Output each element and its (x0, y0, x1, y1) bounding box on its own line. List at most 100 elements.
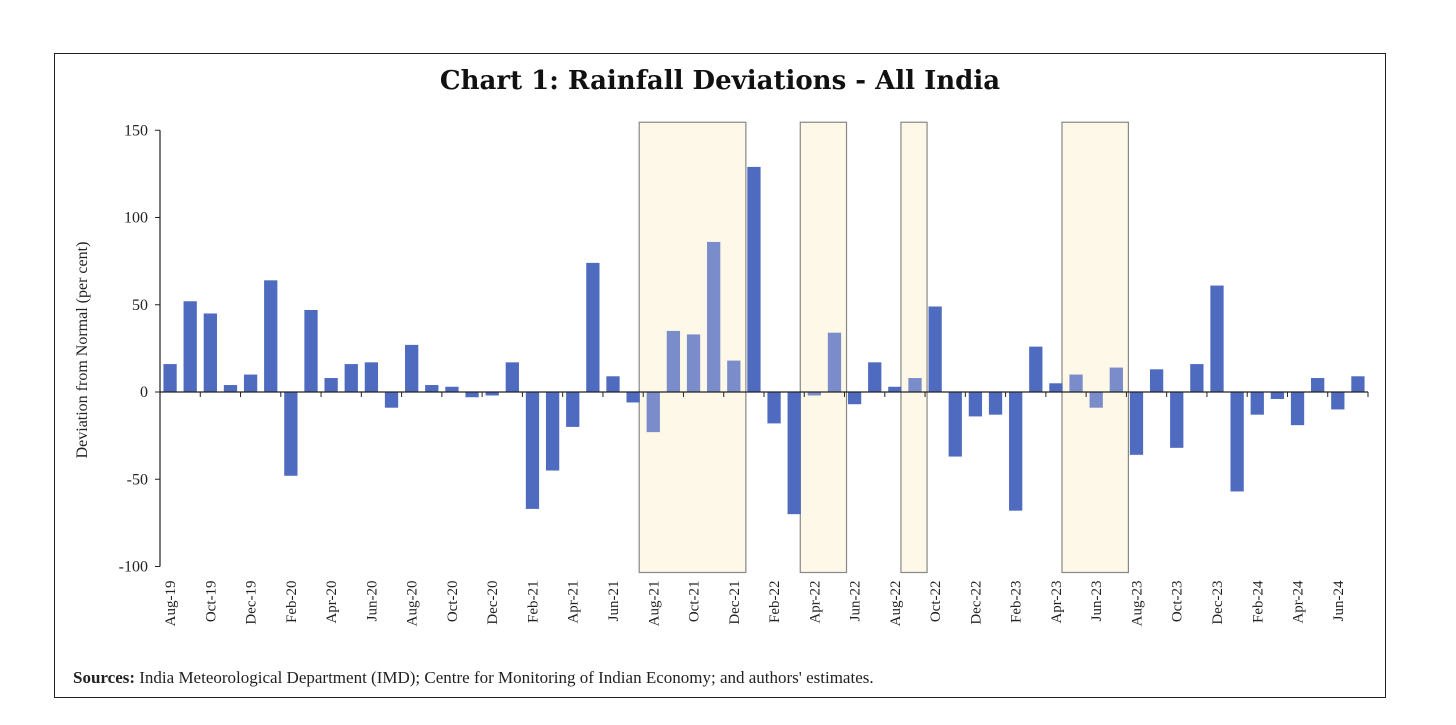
bar-Dec-19 (243, 374, 258, 392)
axes (155, 129, 1369, 567)
bar-Sep-22 (908, 378, 922, 392)
bar-Jun-23 (1089, 392, 1103, 408)
y-tick-label--100: -100 (119, 559, 148, 576)
y-tick-label--50: -50 (127, 471, 148, 488)
bar-Jul-23 (1109, 367, 1123, 392)
highlight-regions (638, 121, 1130, 574)
bar-Apr-20 (324, 378, 338, 392)
bar-Feb-24 (1250, 392, 1264, 415)
bar-Nov-19 (223, 385, 238, 392)
x-tick-label-Apr-20: Apr-20 (324, 581, 340, 624)
source-text: India Meteorological Department (IMD); C… (135, 668, 874, 687)
bar-Oct-21 (686, 334, 701, 392)
bar-Jul-24 (1351, 376, 1365, 392)
source-label: Sources: (73, 668, 136, 687)
x-tick-label-Aug-20: Aug-20 (405, 581, 421, 627)
bar-May-24 (1311, 378, 1325, 392)
bar-Jan-23 (988, 392, 1003, 415)
bar-Oct-23 (1170, 392, 1184, 448)
x-tick-label-Dec-23: Dec-23 (1210, 581, 1226, 625)
x-tick-label-Aug-21: Aug-21 (646, 581, 662, 627)
x-tick-label-Oct-19: Oct-19 (203, 581, 219, 623)
x-tick-label-Feb-22: Feb-22 (767, 581, 783, 624)
bar-Oct-19 (203, 313, 217, 392)
x-tick-label-Dec-20: Dec-20 (485, 581, 501, 625)
bar-Aug-19 (163, 364, 177, 392)
x-tick-label-Aug-22: Aug-22 (888, 581, 904, 627)
bar-Mar-22 (787, 392, 801, 515)
x-tick-label-Dec-21: Dec-21 (727, 581, 743, 625)
bar-May-22 (827, 332, 842, 392)
x-tick-label-Feb-21: Feb-21 (525, 581, 541, 624)
x-tick-label-Dec-19: Dec-19 (244, 581, 260, 625)
bar-Sep-21 (666, 330, 681, 392)
bar-Nov-20 (465, 392, 479, 398)
bar-Sep-23 (1149, 369, 1164, 392)
bar-Dec-22 (968, 392, 983, 417)
bar-Apr-23 (1049, 383, 1063, 392)
bar-Sep-20 (425, 385, 439, 392)
x-tick-label-Oct-23: Oct-23 (1170, 581, 1186, 623)
x-tick-label-Apr-21: Apr-21 (566, 581, 582, 624)
bar-Aug-23 (1129, 392, 1144, 455)
bar-Nov-21 (707, 241, 721, 392)
y-axis-title: Deviation from Normal (per cent) (74, 242, 91, 459)
bar-Nov-23 (1190, 364, 1204, 392)
bar-Jul-20 (384, 392, 399, 408)
y-tick-label-150: 150 (124, 122, 148, 139)
x-tick-label-Apr-24: Apr-24 (1291, 580, 1307, 624)
x-tick-label-Feb-24: Feb-24 (1250, 580, 1266, 623)
x-tick-label-Feb-20: Feb-20 (284, 581, 300, 624)
bar-May-20 (344, 364, 358, 392)
x-tick-label-Jun-20: Jun-20 (364, 581, 380, 622)
y-tick-label-0: 0 (140, 384, 148, 401)
bar-Mar-20 (304, 309, 318, 392)
x-tick-label-Jun-24: Jun-24 (1331, 580, 1347, 621)
highlight-region-3 (900, 121, 928, 574)
bar-Aug-20 (405, 344, 419, 392)
bar-Feb-23 (1009, 392, 1023, 511)
x-tick-label-Apr-23: Apr-23 (1049, 581, 1065, 624)
bar-Jan-22 (747, 166, 761, 392)
source-note: Sources: India Meteorological Department… (73, 668, 874, 688)
bar-Jun-21 (606, 376, 620, 392)
highlight-region-4 (1061, 121, 1130, 574)
bar-Jun-20 (364, 362, 379, 392)
bar-Jan-21 (505, 362, 519, 392)
bar-Sep-19 (183, 301, 197, 392)
x-tick-label-Jun-23: Jun-23 (1089, 581, 1105, 622)
x-tick-label-Jun-21: Jun-21 (606, 581, 622, 622)
bar-Dec-20 (485, 392, 499, 396)
x-tick-label-Oct-20: Oct-20 (445, 581, 461, 623)
bar-Jan-24 (1230, 392, 1244, 492)
y-tick-label-50: 50 (132, 297, 148, 314)
bar-Mar-24 (1270, 392, 1285, 399)
bar-Dec-23 (1210, 285, 1224, 392)
x-tick-label-Jun-22: Jun-22 (848, 581, 864, 622)
bar-Jul-22 (868, 362, 882, 392)
y-tick-label-100: 100 (124, 210, 148, 227)
bar-Mar-21 (545, 392, 560, 471)
x-tick-labels: Aug-19 Oct-19 Dec-19 Feb-20 Apr-20 Jun-20 Aug-… (163, 580, 1347, 626)
x-tick-label-Oct-21: Oct-21 (687, 581, 703, 623)
bar-Dec-21 (727, 360, 741, 392)
x-tick-label-Feb-23: Feb-23 (1009, 581, 1025, 624)
bar-Nov-22 (948, 392, 962, 457)
bar-May-21 (586, 262, 600, 392)
bar-Jul-21 (626, 392, 640, 403)
bar-Jun-24 (1331, 392, 1345, 410)
x-tick-label-Aug-23: Aug-23 (1129, 581, 1145, 627)
bar-May-23 (1069, 374, 1083, 392)
x-tick-label-Aug-19: Aug-19 (163, 581, 179, 627)
bar-Apr-22 (807, 392, 821, 396)
x-tick-label-Dec-22: Dec-22 (968, 581, 984, 625)
bar-Jan-20 (264, 280, 278, 392)
bar-Feb-21 (525, 392, 540, 509)
bar-Aug-21 (646, 392, 660, 433)
bar-Oct-22 (928, 306, 942, 392)
bar-Feb-20 (284, 392, 298, 476)
bar-Aug-22 (888, 386, 902, 392)
bar-series (163, 166, 1365, 515)
bar-Jun-22 (847, 392, 862, 405)
